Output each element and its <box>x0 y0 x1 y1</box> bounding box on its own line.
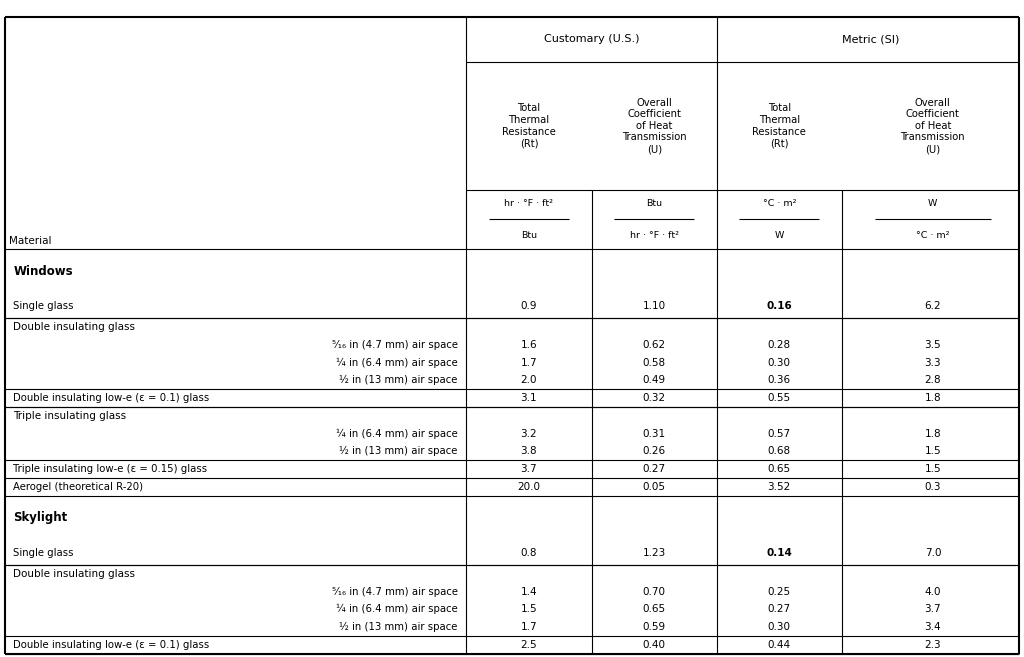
Text: Overall
Coefficient
of Heat
Transmission
(U): Overall Coefficient of Heat Transmission… <box>622 98 687 154</box>
Text: 2.5: 2.5 <box>520 640 538 650</box>
Text: 0.44: 0.44 <box>768 640 791 650</box>
Text: Metric (SI): Metric (SI) <box>842 34 899 45</box>
Text: 3.7: 3.7 <box>520 464 538 474</box>
Text: Aerogel (theoretical R-20): Aerogel (theoretical R-20) <box>13 482 143 492</box>
Text: W: W <box>928 199 938 208</box>
Text: 0.27: 0.27 <box>643 464 666 474</box>
Text: Btu: Btu <box>521 231 537 240</box>
Text: Overall
Coefficient
of Heat
Transmission
(U): Overall Coefficient of Heat Transmission… <box>900 98 966 154</box>
Text: ¼ in (6.4 mm) air space: ¼ in (6.4 mm) air space <box>336 428 458 439</box>
Text: Double insulating low-e (ε = 0.1) glass: Double insulating low-e (ε = 0.1) glass <box>13 393 210 403</box>
Text: 0.32: 0.32 <box>643 393 666 403</box>
Text: 0.65: 0.65 <box>768 464 791 474</box>
Text: Double insulating low-e (ε = 0.1) glass: Double insulating low-e (ε = 0.1) glass <box>13 640 210 650</box>
Text: 0.30: 0.30 <box>768 622 791 632</box>
Text: 0.59: 0.59 <box>643 622 666 632</box>
Text: Double insulating glass: Double insulating glass <box>13 569 135 579</box>
Text: ¼ in (6.4 mm) air space: ¼ in (6.4 mm) air space <box>336 604 458 614</box>
Text: 0.62: 0.62 <box>643 340 666 350</box>
Text: 1.5: 1.5 <box>925 446 941 457</box>
Text: 1.6: 1.6 <box>520 340 538 350</box>
Text: 1.8: 1.8 <box>925 393 941 403</box>
Text: hr · °F · ft²: hr · °F · ft² <box>505 199 553 208</box>
Text: Triple insulating glass: Triple insulating glass <box>13 411 126 421</box>
Text: 1.7: 1.7 <box>520 357 538 368</box>
Text: ⁵⁄₁₆ in (4.7 mm) air space: ⁵⁄₁₆ in (4.7 mm) air space <box>332 340 458 350</box>
Text: 3.3: 3.3 <box>925 357 941 368</box>
Text: 0.14: 0.14 <box>766 547 793 558</box>
Text: 1.23: 1.23 <box>643 547 666 558</box>
Text: 0.30: 0.30 <box>768 357 791 368</box>
Text: 3.2: 3.2 <box>520 428 538 439</box>
Text: ½ in (13 mm) air space: ½ in (13 mm) air space <box>339 446 458 457</box>
Text: °C · m²: °C · m² <box>916 231 949 240</box>
Text: 2.0: 2.0 <box>520 375 538 386</box>
Text: ½ in (13 mm) air space: ½ in (13 mm) air space <box>339 622 458 632</box>
Text: 20.0: 20.0 <box>517 482 541 492</box>
Text: 0.3: 0.3 <box>925 482 941 492</box>
Text: 6.2: 6.2 <box>925 301 941 311</box>
Text: 0.58: 0.58 <box>643 357 666 368</box>
Text: 1.5: 1.5 <box>520 604 538 614</box>
Text: Double insulating glass: Double insulating glass <box>13 322 135 332</box>
Text: Btu: Btu <box>646 199 663 208</box>
Text: Total
Thermal
Resistance
(Rt): Total Thermal Resistance (Rt) <box>753 103 806 148</box>
Text: 2.3: 2.3 <box>925 640 941 650</box>
Text: 3.5: 3.5 <box>925 340 941 350</box>
Text: 1.4: 1.4 <box>520 587 538 597</box>
Text: 3.8: 3.8 <box>520 446 538 457</box>
Text: 0.49: 0.49 <box>643 375 666 386</box>
Text: ¼ in (6.4 mm) air space: ¼ in (6.4 mm) air space <box>336 357 458 368</box>
Text: Customary (U.S.): Customary (U.S.) <box>544 34 639 45</box>
Text: 0.55: 0.55 <box>768 393 791 403</box>
Text: 0.36: 0.36 <box>768 375 791 386</box>
Text: 0.40: 0.40 <box>643 640 666 650</box>
Text: 0.70: 0.70 <box>643 587 666 597</box>
Text: ½ in (13 mm) air space: ½ in (13 mm) air space <box>339 375 458 386</box>
Text: Single glass: Single glass <box>13 547 74 558</box>
Text: 0.8: 0.8 <box>520 547 538 558</box>
Text: 0.68: 0.68 <box>768 446 791 457</box>
Text: °C · m²: °C · m² <box>763 199 796 208</box>
Text: 1.7: 1.7 <box>520 622 538 632</box>
Text: Single glass: Single glass <box>13 301 74 311</box>
Text: 3.52: 3.52 <box>768 482 791 492</box>
Text: 0.05: 0.05 <box>643 482 666 492</box>
Text: 0.25: 0.25 <box>768 587 791 597</box>
Text: 3.1: 3.1 <box>520 393 538 403</box>
Text: 0.65: 0.65 <box>643 604 666 614</box>
Text: Skylight: Skylight <box>13 511 68 524</box>
Text: Total
Thermal
Resistance
(Rt): Total Thermal Resistance (Rt) <box>502 103 556 148</box>
Text: 0.16: 0.16 <box>766 301 793 311</box>
Text: 2.8: 2.8 <box>925 375 941 386</box>
Text: W: W <box>774 231 784 240</box>
Text: 3.4: 3.4 <box>925 622 941 632</box>
Text: 0.9: 0.9 <box>520 301 538 311</box>
Text: 0.57: 0.57 <box>768 428 791 439</box>
Text: hr · °F · ft²: hr · °F · ft² <box>630 231 679 240</box>
Text: 7.0: 7.0 <box>925 547 941 558</box>
Text: Triple insulating low-e (ε = 0.15) glass: Triple insulating low-e (ε = 0.15) glass <box>13 464 208 474</box>
Text: 1.8: 1.8 <box>925 428 941 439</box>
Text: 1.5: 1.5 <box>925 464 941 474</box>
Text: ⁵⁄₁₆ in (4.7 mm) air space: ⁵⁄₁₆ in (4.7 mm) air space <box>332 587 458 597</box>
Text: Material: Material <box>9 237 52 246</box>
Text: 3.7: 3.7 <box>925 604 941 614</box>
Text: 0.26: 0.26 <box>643 446 666 457</box>
Text: 0.28: 0.28 <box>768 340 791 350</box>
Text: 0.27: 0.27 <box>768 604 791 614</box>
Text: 1.10: 1.10 <box>643 301 666 311</box>
Text: 4.0: 4.0 <box>925 587 941 597</box>
Text: Windows: Windows <box>13 265 73 278</box>
Text: 0.31: 0.31 <box>643 428 666 439</box>
